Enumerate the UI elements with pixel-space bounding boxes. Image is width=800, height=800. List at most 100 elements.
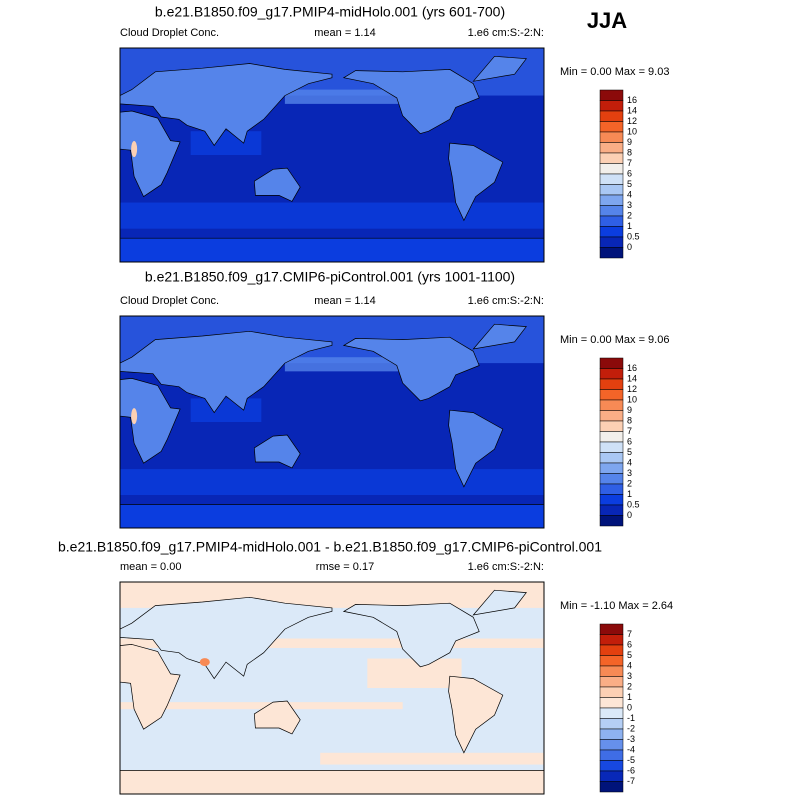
field-band	[120, 469, 544, 496]
continent	[342, 69, 480, 134]
colorbar-box	[599, 142, 624, 154]
colorbar-box	[599, 247, 624, 259]
map	[119, 581, 545, 795]
colorbar-box	[599, 357, 624, 369]
colorbar-box	[599, 215, 624, 227]
colorbar-label: 12	[627, 384, 637, 394]
colorbar-box	[599, 389, 624, 401]
continent	[253, 434, 301, 469]
colorbar-label: -6	[627, 765, 635, 775]
header-center: rmse = 0.17	[316, 561, 374, 573]
colorbar-box	[599, 236, 624, 248]
min-max: Min = -1.10 Max = 2.64	[560, 600, 673, 612]
colorbar-box	[599, 163, 624, 175]
map-frame	[119, 581, 545, 795]
colorbar-box	[599, 655, 624, 667]
colorbar-label: 4	[627, 660, 632, 670]
colorbar-label: 6	[627, 639, 632, 649]
colorbar-box	[599, 644, 624, 656]
colorbar-label: -4	[627, 744, 635, 754]
colorbar-box	[599, 473, 624, 485]
colorbar-box	[599, 441, 624, 453]
colorbar-box	[599, 623, 624, 635]
continent	[253, 700, 301, 735]
colorbar-label: 16	[627, 363, 637, 373]
colorbar-label: -7	[627, 776, 635, 786]
colorbar-box	[599, 368, 624, 380]
colorbar-box	[599, 194, 624, 206]
header-left: Cloud Droplet Conc.	[120, 27, 219, 39]
colorbar-label: 7	[627, 629, 632, 639]
colorbar-box	[599, 121, 624, 133]
colorbar-box	[599, 226, 624, 238]
colorbar-box	[599, 494, 624, 506]
colorbar-box	[599, 483, 624, 495]
field-band	[120, 638, 544, 648]
colorbar-label: 2	[627, 478, 632, 488]
colorbar-box	[599, 205, 624, 217]
colorbar-label: 1	[627, 221, 632, 231]
colorbar-label: 1	[627, 489, 632, 499]
colorbar-label: 9	[627, 405, 632, 415]
colorbar-box	[599, 173, 624, 185]
colorbar-label: 16	[627, 95, 637, 105]
colorbar-label: 8	[627, 415, 632, 425]
colorbar-box	[599, 184, 624, 196]
colorbar-label: 7	[627, 426, 632, 436]
colorbar-box	[599, 739, 624, 751]
colorbar-label: 4	[627, 189, 632, 199]
hotspot	[199, 658, 210, 667]
continent	[119, 504, 545, 529]
colorbar-box	[599, 89, 624, 101]
colorbar-box	[599, 410, 624, 422]
colorbar-box	[599, 697, 624, 709]
colorbar-label: 14	[627, 105, 637, 115]
colorbar-label: 3	[627, 468, 632, 478]
hotspot	[131, 408, 138, 425]
colorbar-box	[599, 728, 624, 740]
continent	[472, 323, 527, 350]
colorbar-box	[599, 665, 624, 677]
colorbar-label: -2	[627, 723, 635, 733]
field-band	[120, 202, 544, 229]
colorbar-label: 2	[627, 210, 632, 220]
colorbar-box	[599, 131, 624, 143]
panel-title: b.e21.B1850.f09_g17.PMIP4-midHolo.001 (y…	[155, 4, 505, 20]
colorbar-label: 2	[627, 681, 632, 691]
continent	[119, 596, 333, 680]
header-right: 1.e6 cm:S:-2:N:	[468, 295, 544, 307]
map	[119, 47, 545, 263]
field-band	[190, 131, 262, 155]
colorbar-box	[599, 504, 624, 516]
colorbar-label: 7	[627, 158, 632, 168]
header-left: mean = 0.00	[120, 561, 181, 573]
colorbar-label: 6	[627, 168, 632, 178]
map-frame	[119, 47, 545, 263]
min-max: Min = 0.00 Max = 9.06	[560, 334, 669, 346]
colorbar-box	[599, 781, 624, 793]
map-frame	[119, 315, 545, 529]
colorbar-box	[599, 515, 624, 527]
colorbar-box	[599, 707, 624, 719]
continent	[448, 142, 504, 222]
colorbar-label: 10	[627, 126, 637, 136]
colorbar-box	[599, 718, 624, 730]
colorbar-label: 0	[627, 510, 632, 520]
colorbar-label: 0.5	[627, 231, 640, 241]
header-left: Cloud Droplet Conc.	[120, 295, 219, 307]
colorbar-label: 0.5	[627, 499, 640, 509]
colorbar-label: 14	[627, 373, 637, 383]
colorbar-label: 3	[627, 200, 632, 210]
continent	[448, 675, 504, 754]
colorbar-box	[599, 462, 624, 474]
colorbar-box	[599, 152, 624, 164]
colorbar-label: 10	[627, 394, 637, 404]
colorbar-label: 3	[627, 671, 632, 681]
colorbar-box	[599, 749, 624, 761]
continent	[119, 237, 545, 263]
field-band	[190, 398, 262, 422]
colorbar-box	[599, 100, 624, 112]
continent	[253, 167, 301, 202]
continent	[119, 770, 545, 795]
